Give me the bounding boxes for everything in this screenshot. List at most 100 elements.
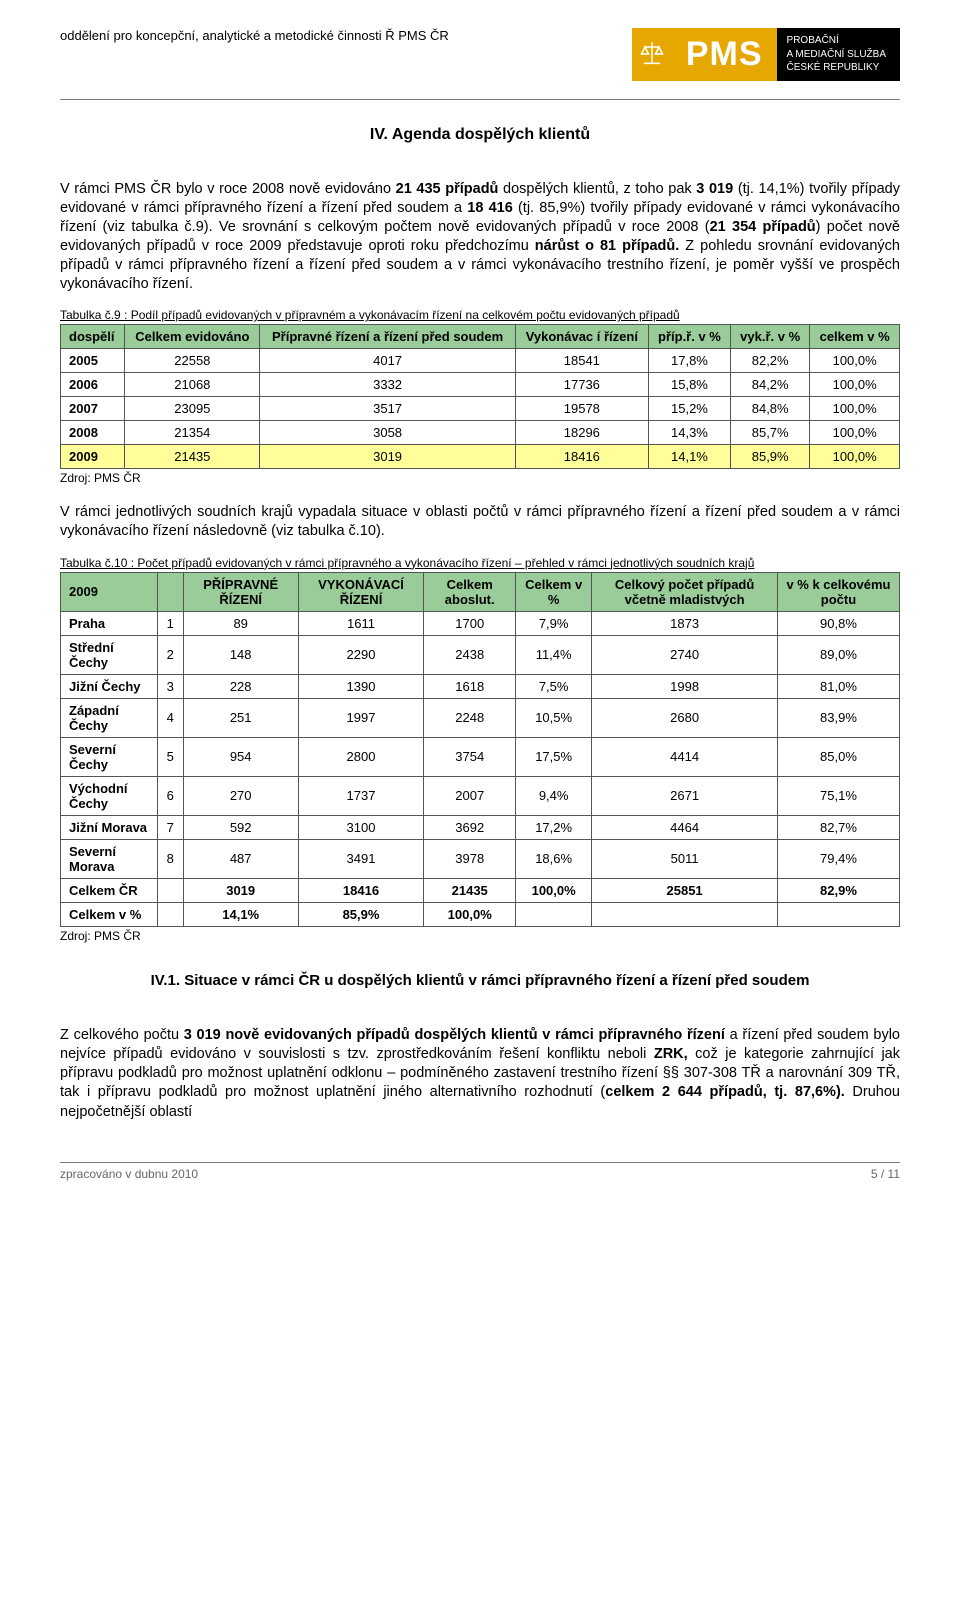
table10-header-cell: Celkový počet případů včetně mladistvých [592, 572, 778, 611]
table-cell: 17,8% [648, 349, 730, 373]
table10-header-cell: 2009 [61, 572, 158, 611]
logo-line-2: A MEDIAČNÍ SLUŽBA [787, 48, 886, 62]
table-cell [157, 902, 183, 926]
table-cell: 89,0% [777, 635, 899, 674]
table-cell: 148 [183, 635, 298, 674]
table-cell: 21435 [125, 445, 260, 469]
table-cell: 1997 [298, 698, 424, 737]
table-cell: 5011 [592, 839, 778, 878]
table10-header-cell: Celkem v % [516, 572, 592, 611]
table-cell: 18541 [515, 349, 648, 373]
table-cell: 3100 [298, 815, 424, 839]
p1-h: 21 354 případů [710, 219, 816, 235]
table-cell: 3978 [424, 839, 516, 878]
table-cell: 17,5% [516, 737, 592, 776]
ps-a: Z celkového počtu [60, 1027, 184, 1043]
table-cell: 90,8% [777, 611, 899, 635]
table10: 2009PŘÍPRAVNÉ ŘÍZENÍVYKONÁVACÍ ŘÍZENÍCel… [60, 572, 900, 927]
ps-d: ZRK, [654, 1046, 688, 1062]
table-cell: 2290 [298, 635, 424, 674]
logo-acronym: PMS [672, 28, 777, 81]
table-cell: 25851 [592, 878, 778, 902]
table-cell: 9,4% [516, 776, 592, 815]
paragraph-sub: Z celkového počtu 3 019 nově evidovaných… [60, 1026, 900, 1122]
table-cell: 1 [157, 611, 183, 635]
table-cell: 81,0% [777, 674, 899, 698]
logo-line-1: PROBAČNÍ [787, 34, 886, 48]
table-cell: 1700 [424, 611, 516, 635]
section-title: IV. Agenda dospělých klientů [60, 126, 900, 144]
table-cell: 4414 [592, 737, 778, 776]
table-row: 20072309535171957815,2%84,8%100,0% [61, 397, 900, 421]
table-cell: 1737 [298, 776, 424, 815]
table10-header-cell: PŘÍPRAVNÉ ŘÍZENÍ [183, 572, 298, 611]
table10-header-cell [157, 572, 183, 611]
table10-caption: Tabulka č.10 : Počet případů evidovaných… [60, 556, 900, 570]
table-row: Východní Čechy6270173720079,4%267175,1% [61, 776, 900, 815]
header-divider [60, 99, 900, 100]
p1-d: 3 019 [696, 181, 733, 197]
table-row: Celkem ČR30191841621435100,0%2585182,9% [61, 878, 900, 902]
table-cell: 3058 [260, 421, 515, 445]
table-cell: 100,0% [810, 397, 900, 421]
table9-header-cell: Celkem evidováno [125, 325, 260, 349]
table-cell [516, 902, 592, 926]
table-cell: Severní Čechy [61, 737, 158, 776]
table-cell: 1390 [298, 674, 424, 698]
table-cell: 14,1% [648, 445, 730, 469]
table-row: Severní Morava84873491397818,6%501179,4% [61, 839, 900, 878]
table-cell: 228 [183, 674, 298, 698]
table-cell: 82,7% [777, 815, 899, 839]
table9: dospělíCelkem evidovánoPřípravné řízení … [60, 324, 900, 469]
table-cell: 17,2% [516, 815, 592, 839]
table10-header-cell: VYKONÁVACÍ ŘÍZENÍ [298, 572, 424, 611]
table-cell: 82,9% [777, 878, 899, 902]
table-cell: 23095 [125, 397, 260, 421]
table-cell: 83,9% [777, 698, 899, 737]
table-row: 20062106833321773615,8%84,2%100,0% [61, 373, 900, 397]
p1-a: V rámci PMS ČR bylo v roce 2008 nově evi… [60, 181, 396, 197]
table-cell: 3 [157, 674, 183, 698]
table9-header-cell: Přípravné řízení a řízení před soudem [260, 325, 515, 349]
table-cell: 3019 [183, 878, 298, 902]
table-cell: 100,0% [810, 421, 900, 445]
table-cell: 7,5% [516, 674, 592, 698]
table10-header-cell: Celkem aboslut. [424, 572, 516, 611]
table-cell: 2680 [592, 698, 778, 737]
table-cell: 21354 [125, 421, 260, 445]
table-cell: 1998 [592, 674, 778, 698]
table-cell: 2006 [61, 373, 125, 397]
table-cell: 2009 [61, 445, 125, 469]
ps-f: celkem 2 644 případů, tj. 87,6%). [605, 1084, 845, 1100]
table-cell: 85,9% [298, 902, 424, 926]
table9-source: Zdroj: PMS ČR [60, 471, 900, 485]
scales-icon [632, 28, 672, 81]
table9-caption: Tabulka č.9 : Podíl případů evidovaných … [60, 308, 900, 322]
table-cell: 3754 [424, 737, 516, 776]
footer-right: 5 / 11 [871, 1167, 900, 1181]
table-cell: Severní Morava [61, 839, 158, 878]
table-cell: 6 [157, 776, 183, 815]
ps-b: 3 019 nově evidovaných případů dospělých… [184, 1027, 725, 1043]
table-cell: Střední Čechy [61, 635, 158, 674]
table-cell: 18,6% [516, 839, 592, 878]
table-cell: 3692 [424, 815, 516, 839]
table-cell: 3491 [298, 839, 424, 878]
table-cell: 18296 [515, 421, 648, 445]
table-cell: 7,9% [516, 611, 592, 635]
table-cell [592, 902, 778, 926]
page-footer: zpracováno v dubnu 2010 5 / 11 [60, 1162, 900, 1181]
table-cell: Jižní Morava [61, 815, 158, 839]
table-row: Jižní Morava75923100369217,2%446482,7% [61, 815, 900, 839]
table-cell [777, 902, 899, 926]
table-cell: 84,2% [731, 373, 810, 397]
table-cell: 4464 [592, 815, 778, 839]
table-cell: 251 [183, 698, 298, 737]
p1-f: 18 416 [467, 200, 513, 216]
table9-header-cell: příp.ř. v % [648, 325, 730, 349]
table-row: Jižní Čechy3228139016187,5%199881,0% [61, 674, 900, 698]
table-cell: Východní Čechy [61, 776, 158, 815]
table-cell: 15,2% [648, 397, 730, 421]
logo-line-3: ČESKÉ REPUBLIKY [787, 61, 886, 75]
table-cell: 14,1% [183, 902, 298, 926]
